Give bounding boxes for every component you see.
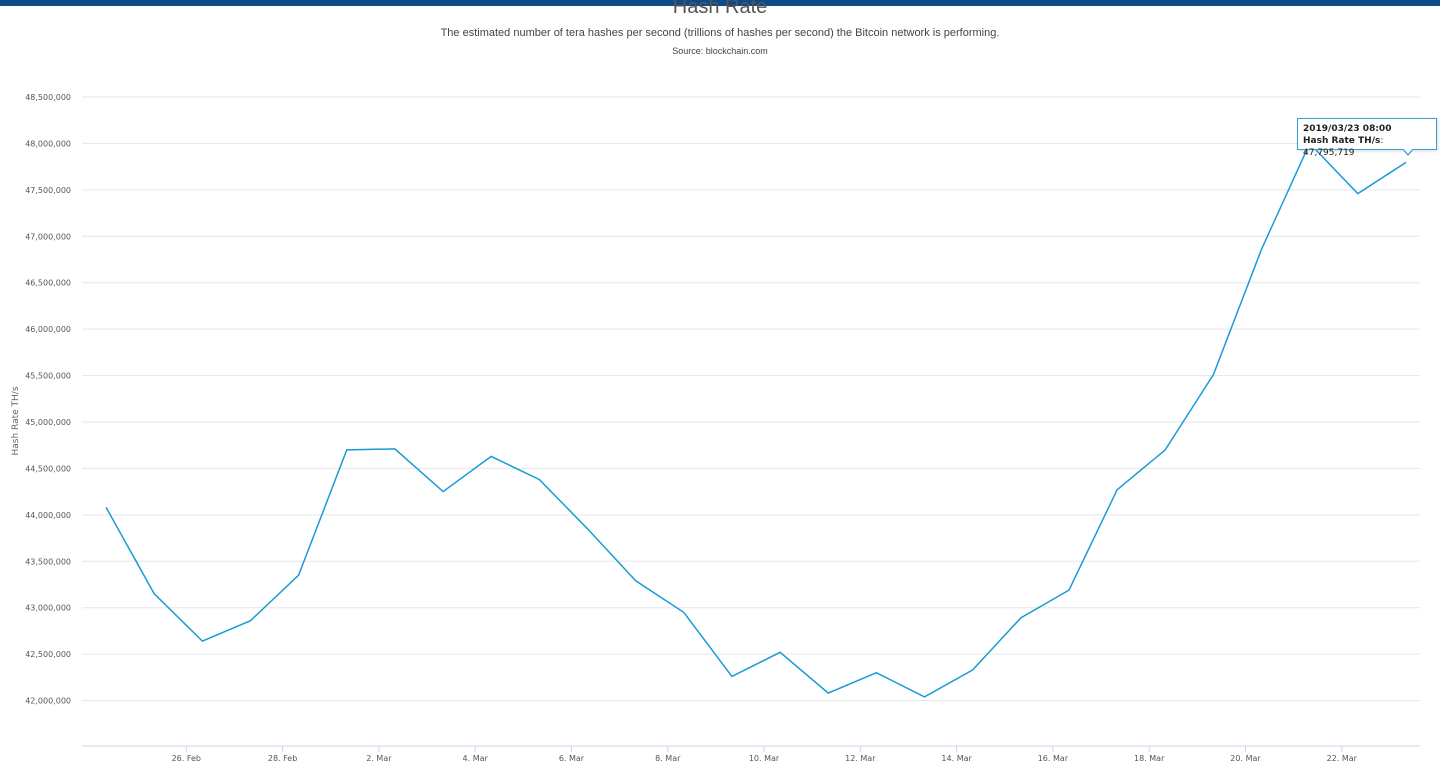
x-tick-label: 20. Mar xyxy=(1230,754,1261,763)
data-point xyxy=(923,695,927,699)
data-point xyxy=(345,448,349,452)
tooltip-value: 47,795,719 xyxy=(1303,148,1355,158)
data-point xyxy=(874,671,878,675)
x-tick-label: 12. Mar xyxy=(845,754,876,763)
series-line[interactable] xyxy=(105,142,1407,698)
data-point xyxy=(730,674,734,678)
x-axis-ticks: 26. Feb 28. Feb 2. Mar 4. Mar 6. Mar 8. Mar 10… xyxy=(172,746,1358,763)
top-accent-bar xyxy=(0,0,1440,6)
data-point xyxy=(586,527,590,531)
x-tick-label: 6. Mar xyxy=(559,754,585,763)
data-point xyxy=(826,691,830,695)
data-point xyxy=(1067,588,1071,592)
y-tick-label: 47,000,000 xyxy=(25,232,71,241)
chart-title: Hash Rate xyxy=(672,0,768,18)
y-tick-label: 45,500,000 xyxy=(25,372,71,381)
data-point xyxy=(778,650,782,654)
x-tick-label: 8. Mar xyxy=(655,754,681,763)
y-tick-label: 47,500,000 xyxy=(25,186,71,195)
chart-source: Source: blockchain.com xyxy=(672,46,768,56)
data-point xyxy=(1115,488,1119,492)
x-tick-label: 22. Mar xyxy=(1327,754,1358,763)
y-tick-label: 48,500,000 xyxy=(25,93,71,102)
y-tick-label: 44,000,000 xyxy=(25,511,71,520)
y-tick-label: 43,500,000 xyxy=(25,557,71,566)
y-axis-ticks: 42,000,000 42,500,000 43,000,000 43,500,000… xyxy=(25,93,71,706)
data-point xyxy=(634,579,638,583)
data-point xyxy=(1356,192,1360,196)
x-tick-label: 26. Feb xyxy=(172,754,201,763)
y-tick-label: 44,500,000 xyxy=(25,464,71,473)
x-tick-label: 18. Mar xyxy=(1134,754,1165,763)
x-tick-label: 16. Mar xyxy=(1038,754,1069,763)
data-point xyxy=(1404,160,1408,164)
y-tick-label: 46,500,000 xyxy=(25,279,71,288)
data-point xyxy=(297,573,301,577)
data-point xyxy=(200,639,204,643)
data-point xyxy=(971,668,975,672)
tooltip-date: 2019/03/23 08:00 xyxy=(1303,124,1392,134)
y-tick-label: 46,000,000 xyxy=(25,325,71,334)
data-point xyxy=(1211,373,1215,377)
data-point xyxy=(393,447,397,451)
y-tick-label: 45,000,000 xyxy=(25,418,71,427)
data-point xyxy=(441,490,445,494)
y-tick-label: 42,500,000 xyxy=(25,650,71,659)
data-point xyxy=(489,454,493,458)
data-point xyxy=(1260,247,1264,251)
x-tick-label: 4. Mar xyxy=(463,754,489,763)
data-point xyxy=(249,619,253,623)
tooltip-pointer-fill xyxy=(1403,148,1413,154)
data-point xyxy=(682,610,686,614)
x-tick-label: 28. Feb xyxy=(268,754,297,763)
x-tick-label: 2. Mar xyxy=(366,754,392,763)
series-points xyxy=(104,141,1408,698)
y-axis-title: Hash Rate TH/s xyxy=(11,386,21,455)
data-point xyxy=(1163,448,1167,452)
grid-lines xyxy=(82,96,1420,702)
tooltip-series-label: Hash Rate TH/s xyxy=(1303,136,1381,146)
tooltip: 2019/03/23 08:00 Hash Rate TH/s: 47,795,… xyxy=(1297,118,1437,158)
chart-subtitle: The estimated number of tera hashes per … xyxy=(440,27,1000,39)
y-tick-label: 43,000,000 xyxy=(25,604,71,613)
data-point xyxy=(152,592,156,596)
data-point xyxy=(537,478,541,482)
data-point xyxy=(1019,616,1023,620)
tooltip-value-row: Hash Rate TH/s: 47,795,719 xyxy=(1303,136,1384,158)
x-tick-label: 14. Mar xyxy=(941,754,972,763)
y-tick-label: 42,000,000 xyxy=(25,697,71,706)
y-tick-label: 48,000,000 xyxy=(25,139,71,148)
x-tick-label: 10. Mar xyxy=(749,754,780,763)
data-point xyxy=(104,505,108,509)
